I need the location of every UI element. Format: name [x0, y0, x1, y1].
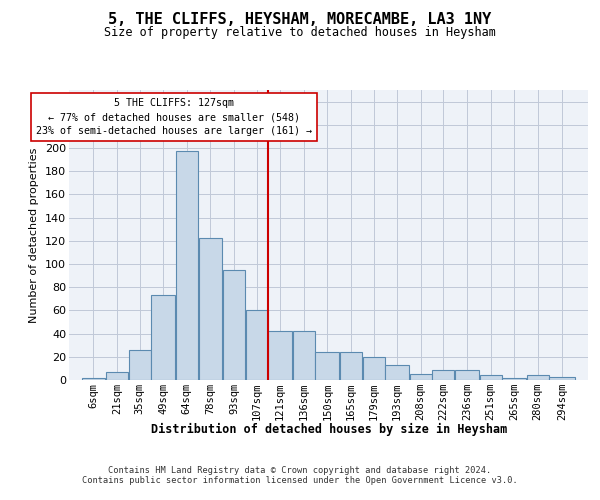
Bar [199, 238, 222, 380]
Text: Contains public sector information licensed under the Open Government Licence v3: Contains public sector information licen… [82, 476, 518, 485]
Bar [527, 376, 548, 380]
Bar [550, 376, 575, 380]
Bar [106, 372, 128, 380]
Bar [385, 365, 409, 380]
Bar [223, 270, 245, 380]
Bar [82, 378, 105, 380]
Bar [433, 370, 454, 380]
Bar [128, 350, 151, 380]
Text: Distribution of detached houses by size in Heysham: Distribution of detached houses by size … [151, 422, 507, 436]
Bar [410, 374, 432, 380]
Bar [176, 152, 198, 380]
Bar [502, 378, 526, 380]
Bar [362, 357, 385, 380]
Text: Size of property relative to detached houses in Heysham: Size of property relative to detached ho… [104, 26, 496, 39]
Bar [455, 370, 479, 380]
Bar [151, 296, 175, 380]
Bar [340, 352, 362, 380]
Text: 5, THE CLIFFS, HEYSHAM, MORECAMBE, LA3 1NY: 5, THE CLIFFS, HEYSHAM, MORECAMBE, LA3 1… [109, 12, 491, 28]
Y-axis label: Number of detached properties: Number of detached properties [29, 148, 40, 322]
Bar [245, 310, 268, 380]
Text: Contains HM Land Registry data © Crown copyright and database right 2024.: Contains HM Land Registry data © Crown c… [109, 466, 491, 475]
Bar [479, 376, 502, 380]
Bar [293, 332, 315, 380]
Text: 5 THE CLIFFS: 127sqm
← 77% of detached houses are smaller (548)
23% of semi-deta: 5 THE CLIFFS: 127sqm ← 77% of detached h… [36, 98, 312, 136]
Bar [268, 332, 292, 380]
Bar [316, 352, 339, 380]
